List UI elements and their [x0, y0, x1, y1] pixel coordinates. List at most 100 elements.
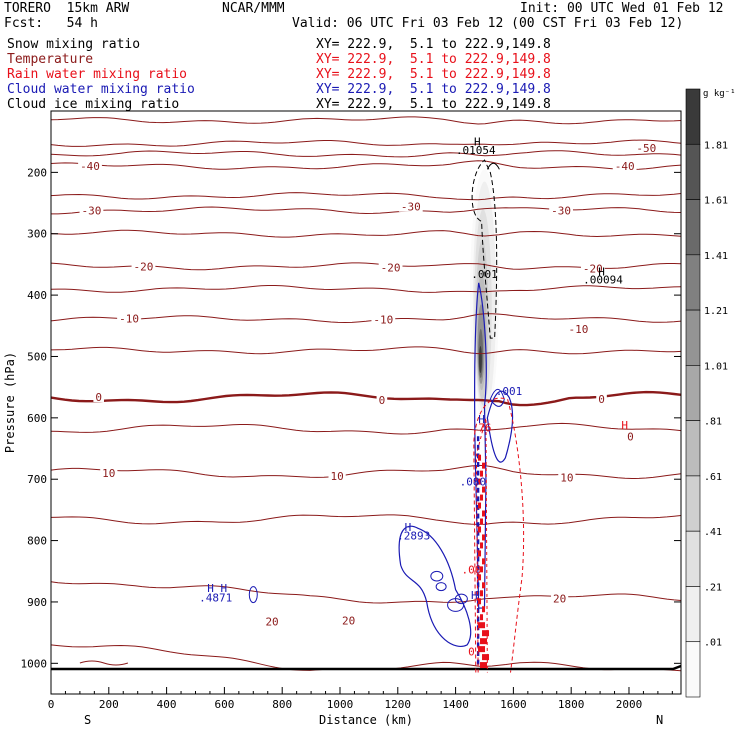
- rain-outer-contour: [473, 397, 525, 673]
- max-label: 0: [468, 645, 475, 658]
- rain-core-dash: [478, 574, 482, 581]
- isotherm-label-bg: [634, 141, 659, 153]
- colorbar-swatch: [685, 254, 701, 311]
- max-label: H: [621, 419, 628, 432]
- colorbar-swatch: [685, 586, 701, 643]
- legend-temperature-xy: XY= 222.9, 5.1 to 222.9,149.8: [316, 52, 551, 67]
- colorbar-swatch: [685, 199, 701, 256]
- isotherm-label: 20: [553, 592, 566, 605]
- isotherm-label-bg: [596, 392, 607, 404]
- legend-temperature: Temperature: [7, 52, 94, 67]
- isotherm-25: [50, 644, 682, 672]
- colorbar-label: .21: [704, 582, 722, 593]
- isotherm-label: -10: [119, 312, 139, 325]
- isotherm-label: 0: [379, 394, 386, 407]
- forecast-hour: Fcst: 54 h: [4, 16, 98, 31]
- x-tick-label: 1200: [385, 698, 412, 711]
- isotherm-label: 0: [598, 393, 605, 406]
- isotherm-label: 10: [560, 471, 573, 484]
- colorbar-label: 1.81: [704, 140, 728, 151]
- isotherm--25: [50, 229, 682, 238]
- max-label: .080: [460, 475, 487, 488]
- south-label: S: [84, 713, 91, 727]
- colorbar-swatch: [685, 530, 701, 587]
- x-tick-label: 1400: [442, 698, 469, 711]
- cloud-water-cell-0: [430, 570, 444, 582]
- max-label: H: [598, 265, 605, 278]
- colorbar-label: 1.01: [704, 361, 728, 372]
- colorbar-swatch: [685, 420, 701, 477]
- temperature-contours: [50, 116, 682, 672]
- rain-core-dash: [478, 454, 482, 461]
- colorbar-label: .61: [704, 472, 722, 483]
- colorbar-unit: g kg⁻¹: [703, 89, 736, 99]
- isotherm-label-bg: [117, 312, 141, 324]
- cloud-ice-contour: [471, 159, 498, 339]
- rain-core-dash: [482, 558, 486, 565]
- max-label: .001: [496, 385, 523, 398]
- isotherm--55: [50, 116, 682, 125]
- isotherm-label-bg: [376, 394, 388, 406]
- isotherm-label: -30: [82, 204, 102, 217]
- rain-core-dash: [482, 582, 486, 589]
- isotherm-label: 20: [265, 616, 278, 629]
- colorbar-swatch: [685, 365, 701, 421]
- rain-core-dash: [482, 510, 486, 517]
- isotherm-label-bg: [371, 313, 396, 325]
- colorbar-label: .01: [704, 638, 722, 649]
- y-tick-label: 200: [27, 166, 47, 179]
- isotherm-label-bg: [625, 430, 636, 442]
- isotherm--10: [50, 313, 682, 324]
- max-label: .2893: [397, 529, 430, 542]
- x-tick-label: 200: [99, 698, 119, 711]
- isotherm--20: [50, 262, 682, 271]
- rain-core-dash: [478, 550, 482, 557]
- isotherm--15: [50, 285, 682, 293]
- max-label: .00094: [583, 273, 623, 286]
- rain-core-dash: [482, 462, 486, 469]
- isotherm-label: -10: [568, 323, 588, 336]
- rain-water-contours: [473, 397, 525, 673]
- isotherm-label: -20: [583, 263, 603, 276]
- legend-cloud-ice: Cloud ice mixing ratio: [7, 97, 180, 112]
- cloud-water-lobe: [486, 390, 514, 463]
- legend-cloud-water-xy: XY= 222.9, 5.1 to 222.9,149.8: [316, 82, 551, 97]
- rain-core-dash: [478, 502, 482, 509]
- rain-core-dash: [478, 622, 486, 629]
- isotherm-label: 10: [330, 470, 343, 483]
- y-tick-label: 800: [27, 535, 47, 548]
- legend-snow: Snow mixing ratio: [7, 37, 141, 52]
- rain-core-dash: [482, 630, 490, 637]
- isotherm-label: -40: [80, 160, 100, 173]
- isotherm-label-bg: [558, 471, 576, 483]
- colorbar-label: .81: [704, 417, 722, 428]
- center-label: NCAR/MMM: [222, 1, 285, 16]
- isotherm--5: [50, 346, 682, 355]
- colorbar-swatch: [685, 88, 701, 145]
- legend-cloud-ice-xy: XY= 222.9, 5.1 to 222.9,149.8: [316, 97, 551, 112]
- isotherm-label-bg: [580, 262, 605, 274]
- x-tick-label: 1800: [558, 698, 585, 711]
- colorbar-label: .41: [704, 527, 722, 538]
- legend-cloud-water: Cloud water mixing ratio: [7, 82, 195, 97]
- max-label: .001: [471, 268, 498, 281]
- plot-border: [50, 110, 682, 695]
- isotherm-label-bg: [78, 160, 102, 172]
- legend-snow-xy: XY= 222.9, 5.1 to 222.9,149.8: [316, 37, 551, 52]
- colorbar: 1.81 1.61 1.41 1.21 1.01 .81 .61 .41 .21 .01 g kg⁻…: [685, 88, 736, 698]
- shade-level-7: [478, 346, 482, 374]
- rain-core-dash: [478, 526, 482, 533]
- isotherm-label: -10: [373, 314, 393, 327]
- rain-core-dash: [480, 638, 488, 645]
- rain-core-dash: [480, 518, 484, 525]
- rain-core-dash: [478, 598, 482, 605]
- isotherm-label-bg: [79, 204, 104, 216]
- isotherm--45: [50, 150, 682, 158]
- rain-core-dash: [478, 478, 482, 485]
- max-label: H: [471, 589, 478, 602]
- cloud-ice-contours: [471, 159, 500, 339]
- legend-rain-xy: XY= 222.9, 5.1 to 222.9,149.8: [316, 67, 551, 82]
- isotherm-0: [50, 390, 682, 407]
- max-label: H: [405, 521, 412, 534]
- rain-core-dash: [480, 590, 484, 597]
